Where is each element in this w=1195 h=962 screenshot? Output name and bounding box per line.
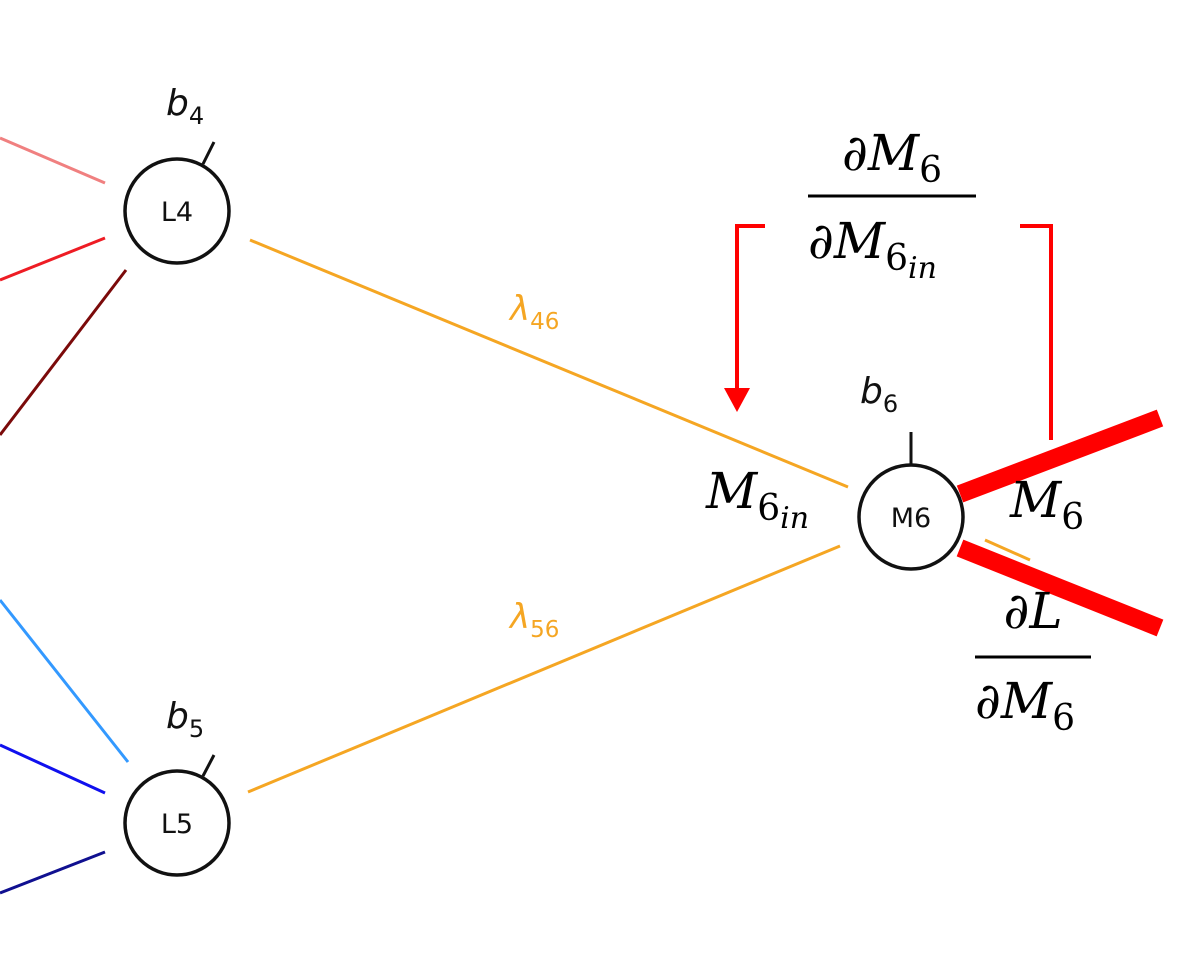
m6-input-label: M6in xyxy=(705,462,809,536)
bracket-right xyxy=(1020,224,1053,440)
node-l5: L5 xyxy=(123,769,231,877)
red-output-stroke-lower xyxy=(956,539,1164,637)
arrow-down-icon xyxy=(724,388,750,412)
bias-tick-l5 xyxy=(201,754,216,777)
bracket-arrow-left xyxy=(735,224,765,395)
loss-derivative-numerator: ∂L xyxy=(1003,582,1062,640)
edge-in-navy-to-l5 xyxy=(0,850,106,895)
edge-in-blue-to-l5 xyxy=(0,743,106,795)
node-m6: M6 xyxy=(857,463,965,571)
node-l5-label: L5 xyxy=(161,809,193,840)
node-m6-label: M6 xyxy=(891,503,931,534)
edge-m6-output-stub xyxy=(984,538,1031,562)
bias-label-l5: b5 xyxy=(166,696,204,743)
loss-derivative-denominator: ∂M6 xyxy=(975,672,1075,739)
node-l4-circle xyxy=(123,157,231,265)
node-l5-circle xyxy=(123,769,231,877)
edge-in-pink-to-l4 xyxy=(0,136,106,185)
node-l4: L4 xyxy=(123,157,231,265)
node-l4-label: L4 xyxy=(161,197,193,228)
local-derivative-denominator: ∂M6in xyxy=(808,212,937,286)
local-derivative-fraction: ∂M6 ∂M6in xyxy=(808,124,976,286)
loss-derivative-fraction: ∂L ∂M6 xyxy=(975,582,1091,739)
red-output-stroke-upper xyxy=(956,409,1164,503)
bias-label-l4: b4 xyxy=(166,83,204,130)
bias-label-m6: b6 xyxy=(860,371,898,418)
bias-tick-l4 xyxy=(201,141,216,165)
weight-label-56: λ56 xyxy=(508,597,559,643)
edge-in-light-blue-to-l5 xyxy=(0,599,130,763)
node-m6-circle xyxy=(857,463,965,571)
edge-in-red-to-l4 xyxy=(0,236,106,282)
edge-l4-dark-red-out xyxy=(0,269,128,436)
local-derivative-numerator: ∂M6 xyxy=(842,124,942,191)
m6-output-label: M6 xyxy=(1009,471,1084,538)
edge-l4-to-m6 xyxy=(249,238,849,489)
edge-l5-to-m6 xyxy=(247,544,841,794)
weight-label-46: λ46 xyxy=(508,289,559,335)
